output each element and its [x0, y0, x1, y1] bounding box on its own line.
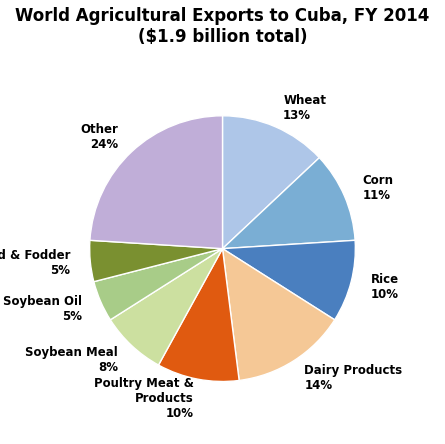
Title: World Agricultural Exports to Cuba, FY 2014
($1.9 billion total): World Agricultural Exports to Cuba, FY 2… — [15, 8, 430, 46]
Wedge shape — [110, 249, 222, 365]
Text: Soybean Oil
5%: Soybean Oil 5% — [3, 295, 82, 323]
Text: Dairy Products
14%: Dairy Products 14% — [304, 364, 402, 392]
Text: Rice
10%: Rice 10% — [371, 273, 399, 301]
Text: Feed & Fodder
5%: Feed & Fodder 5% — [0, 249, 70, 277]
Wedge shape — [94, 249, 222, 320]
Wedge shape — [222, 249, 335, 381]
Text: Soybean Meal
8%: Soybean Meal 8% — [25, 346, 118, 374]
Text: Corn
11%: Corn 11% — [363, 174, 394, 202]
Wedge shape — [222, 240, 356, 320]
Wedge shape — [158, 249, 239, 381]
Wedge shape — [222, 158, 355, 249]
Text: Wheat
13%: Wheat 13% — [283, 95, 326, 123]
Wedge shape — [222, 116, 320, 249]
Text: Other
24%: Other 24% — [80, 123, 118, 151]
Wedge shape — [89, 240, 222, 281]
Text: Poultry Meat &
Products
10%: Poultry Meat & Products 10% — [94, 377, 194, 420]
Wedge shape — [90, 116, 222, 249]
